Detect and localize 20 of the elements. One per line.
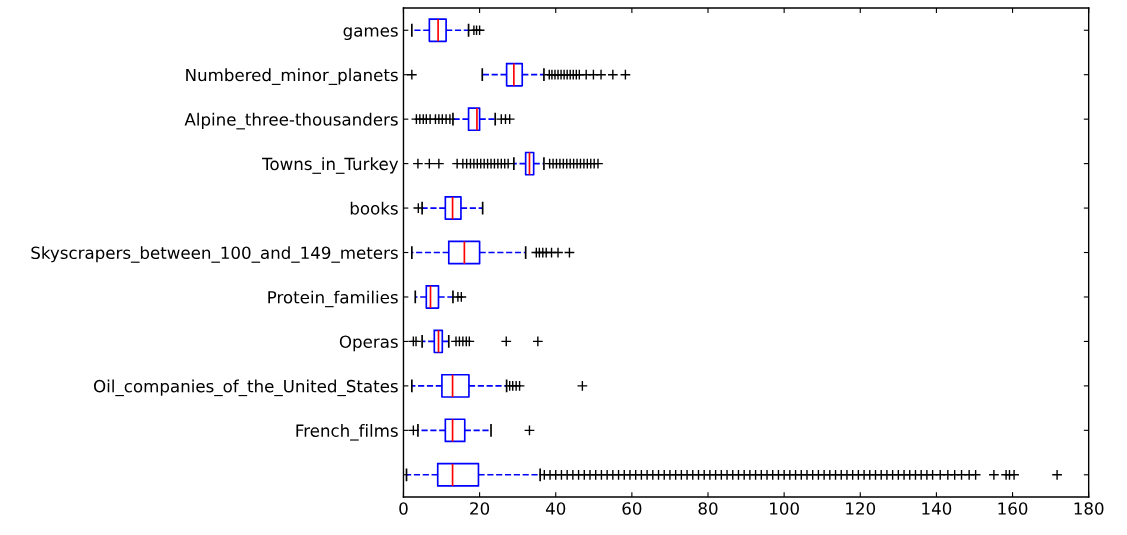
y-tick-label: Alpine_three-thousanders bbox=[184, 112, 398, 130]
x-tick-label: 40 bbox=[545, 502, 566, 515]
y-tick-label: Skyscrapers_between_100_and_149_meters bbox=[31, 246, 398, 263]
x-tick-label: 180 bbox=[1074, 502, 1104, 515]
y-tick-label: games bbox=[343, 27, 398, 41]
y-tick-label: Numbered_minor_planets bbox=[186, 68, 398, 85]
y-tick-label: French_films bbox=[296, 424, 398, 441]
y-tick-label: Operas bbox=[339, 335, 398, 352]
y-tick-label: Towns_in_Turkey bbox=[262, 157, 399, 174]
x-tick-label: 60 bbox=[622, 502, 642, 515]
x-tick-label: 120 bbox=[846, 502, 876, 515]
x-tick-label: 80 bbox=[698, 502, 718, 515]
y-tick-label: books bbox=[350, 201, 398, 215]
x-tick-label: 20 bbox=[470, 502, 490, 515]
y-tick-label: Protein_families bbox=[268, 290, 398, 308]
x-tick-label: 140 bbox=[922, 502, 952, 515]
x-tick-label: 0 bbox=[399, 502, 408, 515]
x-tick-label: 160 bbox=[998, 502, 1028, 515]
y-tick-label: Oil_companies_of_the_United_States bbox=[94, 379, 398, 397]
x-tick-label: 100 bbox=[770, 502, 799, 515]
